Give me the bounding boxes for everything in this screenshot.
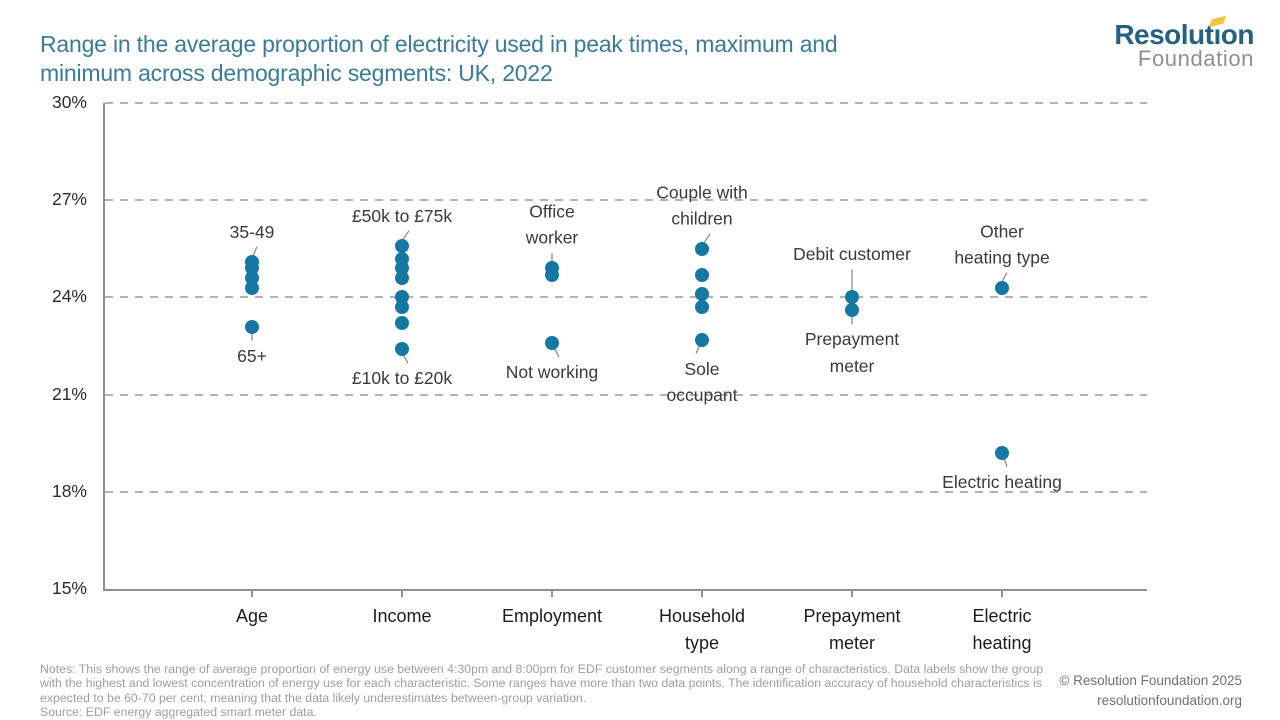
- gridline: [105, 296, 1147, 299]
- data-point: [245, 280, 259, 295]
- chart-title: Range in the average proportion of elect…: [40, 31, 838, 86]
- data-label-min: Electric heating: [942, 471, 1062, 492]
- data-point: [695, 241, 709, 256]
- logo-foundation-text: Foundation: [1137, 46, 1254, 72]
- data-point: [395, 316, 409, 331]
- axis-tick: [851, 589, 853, 597]
- data-point: [395, 342, 409, 357]
- x-category-label: Electric heating: [972, 606, 1032, 653]
- data-point: [395, 238, 409, 253]
- x-category-label: Income: [372, 606, 432, 626]
- gridline: [105, 490, 1147, 493]
- data-point: [695, 300, 709, 315]
- y-tick-label: 18%: [51, 480, 87, 501]
- logo-i-glyph: ı: [1208, 15, 1226, 49]
- data-label-max: Other heating type: [954, 221, 1050, 268]
- data-point: [545, 335, 559, 350]
- data-point: [695, 332, 709, 347]
- data-label-max: 35-49: [229, 221, 275, 242]
- gridline: [105, 199, 1147, 202]
- data-point: [395, 270, 409, 285]
- data-label-min: £10k to £20k: [351, 368, 453, 389]
- data-label-min: Not working: [505, 361, 599, 382]
- logo-flag-icon: [1208, 15, 1226, 28]
- gridline: [105, 393, 1147, 396]
- y-tick-label: 27%: [51, 189, 87, 210]
- data-point: [545, 267, 559, 282]
- data-label-min: Sole occupant: [666, 358, 738, 405]
- y-tick-label: 15%: [51, 578, 87, 598]
- leader-line: [1001, 272, 1008, 282]
- y-tick-label: 24%: [51, 286, 87, 307]
- x-category-label: Age: [235, 606, 269, 626]
- x-category-label: Employment: [501, 606, 603, 626]
- logo-resolution-text: Resolutı on: [1114, 15, 1254, 49]
- notes-block: Notes: This shows the range of average p…: [40, 662, 1052, 719]
- axis-tick: [401, 589, 403, 597]
- data-label-max: Couple with children: [656, 182, 748, 229]
- gridline: [105, 102, 1147, 104]
- data-label-max: Office worker: [525, 201, 579, 248]
- leader-line: [402, 230, 410, 240]
- leader-line: [703, 233, 711, 244]
- source-text: Source: EDF energy aggregated smart mete…: [40, 704, 317, 719]
- notes-text: Notes: This shows the range of average p…: [40, 662, 1044, 705]
- data-label-max: £50k to £75k: [351, 205, 453, 226]
- leader-line: [252, 246, 258, 257]
- axis-tick: [1001, 589, 1003, 597]
- data-point: [995, 280, 1009, 295]
- data-point: [995, 445, 1009, 460]
- data-point: [395, 300, 409, 315]
- axis-tick: [701, 589, 703, 597]
- copyright-text: © Resolution Foundation 2025: [1059, 673, 1242, 688]
- data-label-max: Debit customer: [793, 244, 911, 265]
- x-category-label: Household type: [658, 606, 746, 653]
- copyright-block: © Resolution Foundation 2025 resolutionf…: [1059, 671, 1242, 710]
- axis-tick: [251, 589, 253, 597]
- x-category-label: Prepayment meter: [803, 606, 901, 653]
- y-tick-label: 30%: [51, 92, 87, 112]
- leader-line: [553, 347, 560, 358]
- plot-area: 30% 27% 24% 21% 18% 15% 35-49 65+ Age £50k to £75…: [52, 92, 1147, 653]
- data-point: [695, 287, 709, 302]
- data-point: [845, 303, 859, 318]
- data-point: [695, 267, 709, 282]
- axis-tick: [551, 589, 553, 597]
- data-point: [245, 319, 259, 334]
- data-label-min: 65+: [237, 345, 267, 366]
- data-point: [845, 290, 859, 305]
- website-text: resolutionfoundation.org: [1097, 692, 1242, 708]
- y-tick-label: 21%: [51, 383, 87, 404]
- data-label-min: Prepayment meter: [804, 329, 900, 376]
- resolution-foundation-logo: Resolutı on Foundation: [1114, 15, 1254, 72]
